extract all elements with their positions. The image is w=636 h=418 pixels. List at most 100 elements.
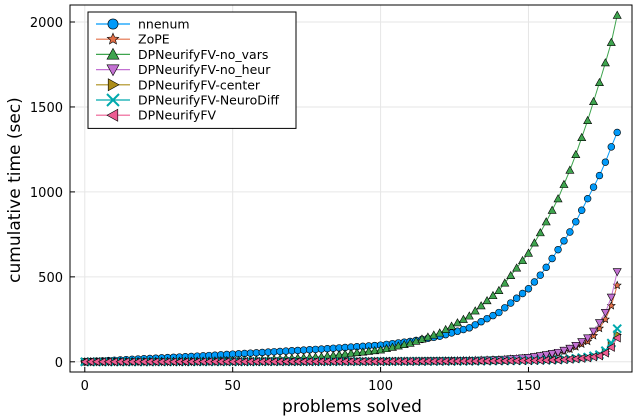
data-point (560, 237, 568, 245)
legend-item: DPNeurifyFV (96, 108, 217, 123)
data-point (612, 333, 621, 343)
data-point (559, 179, 569, 188)
series-nnenum (81, 128, 621, 366)
data-point (494, 285, 504, 294)
data-point (606, 293, 616, 302)
data-point (600, 348, 609, 358)
legend-marker (107, 78, 120, 92)
data-point (583, 115, 593, 125)
plot-frame (69, 4, 633, 373)
legend-marker (106, 93, 120, 107)
data-point (488, 290, 498, 300)
x-axis-label: problems solved (282, 397, 422, 417)
y-tick-label: 500 (38, 271, 63, 286)
legend-label: DPNeurifyFV-center (138, 77, 261, 92)
legend-marker (106, 64, 120, 77)
legend-item: DPNeurifyFV-no_heur (96, 62, 271, 77)
legend-label: ZoPE (138, 32, 170, 47)
data-point (594, 77, 604, 86)
data-point (518, 255, 528, 265)
data-point (524, 285, 533, 293)
data-point (606, 37, 616, 46)
data-point (606, 342, 615, 352)
series-line (84, 132, 618, 363)
data-point (471, 321, 479, 329)
data-point (553, 348, 563, 358)
data-point (589, 96, 599, 106)
data-point (501, 304, 509, 312)
legend-marker (107, 18, 119, 30)
data-point (482, 296, 492, 305)
data-point (601, 158, 610, 166)
data-point (476, 301, 486, 310)
data-point (589, 183, 598, 191)
data-point (541, 217, 551, 226)
legend-label: nnenum (138, 17, 190, 32)
data-point (547, 205, 557, 214)
y-tick-label: 1000 (30, 186, 63, 201)
legend-item: DPNeurifyFV-no_vars (96, 47, 268, 62)
data-point (594, 351, 603, 361)
data-point (500, 278, 510, 287)
data-point (477, 318, 485, 326)
data-point (578, 206, 586, 214)
data-point (518, 289, 527, 298)
legend: nnenumZoPEDPNeurifyFV-no_varsDPNeurifyFV… (87, 11, 297, 129)
y-axis-label: cumulative time (sec) (5, 97, 25, 283)
data-point (364, 346, 374, 355)
data-point (536, 271, 545, 279)
x-tick-label: 150 (516, 379, 541, 394)
data-point (607, 143, 615, 151)
data-point (565, 165, 575, 174)
legend-marker (106, 32, 120, 45)
x-tick-label: 50 (224, 379, 241, 394)
data-point (577, 132, 587, 142)
legend-label: DPNeurifyFV (138, 108, 217, 123)
data-point (600, 309, 610, 318)
data-point (483, 314, 491, 323)
series-layer (80, 10, 622, 367)
data-point (600, 58, 610, 67)
y-tick-label: 2000 (30, 16, 63, 31)
data-point (512, 263, 522, 272)
data-point (595, 171, 604, 180)
data-point (559, 346, 569, 356)
data-point (571, 149, 581, 159)
legend-label: DPNeurifyFV-NeuroDiff (138, 93, 279, 108)
data-point (613, 128, 621, 137)
legend-item: nnenum (96, 17, 190, 32)
data-point (334, 350, 344, 359)
data-point (594, 319, 604, 328)
data-point (495, 308, 503, 317)
data-point (465, 324, 474, 332)
data-point (346, 348, 356, 357)
legend-item: ZoPE (96, 32, 170, 47)
data-point (489, 311, 497, 320)
legend-marker (106, 47, 120, 60)
data-point (370, 345, 380, 355)
x-tick-label: 100 (368, 379, 393, 394)
data-point (554, 245, 562, 254)
data-point (548, 254, 556, 263)
data-point (612, 268, 622, 277)
data-point (553, 194, 563, 203)
data-point (566, 228, 574, 236)
data-point (571, 341, 581, 351)
data-point (577, 338, 587, 347)
data-point (572, 218, 580, 226)
data-point (583, 194, 592, 203)
data-point (352, 348, 362, 357)
data-point (506, 270, 516, 279)
data-point (530, 278, 539, 286)
data-point (535, 228, 545, 237)
legend-label: DPNeurifyFV-no_heur (138, 62, 271, 77)
data-point (612, 323, 622, 334)
data-point (541, 351, 551, 360)
data-point (470, 306, 480, 315)
data-point (612, 10, 622, 19)
legend-marker (106, 108, 119, 122)
data-point (583, 334, 593, 343)
data-point (358, 347, 368, 356)
